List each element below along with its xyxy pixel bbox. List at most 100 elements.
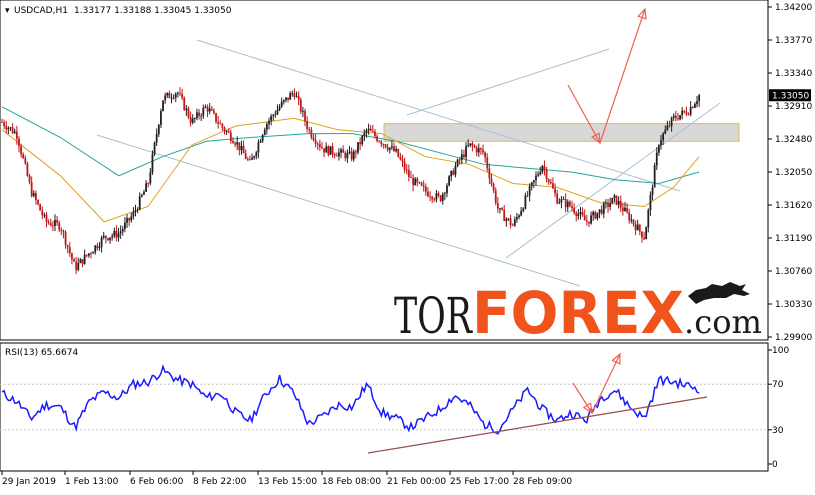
candle-body — [276, 109, 279, 115]
candle-body — [151, 154, 154, 173]
watermark-tor: TOR — [394, 287, 473, 345]
candle-body — [329, 146, 332, 155]
candle-body — [588, 221, 590, 224]
candle-body — [200, 115, 203, 117]
candle-body — [278, 106, 281, 110]
candle-body — [685, 111, 688, 115]
rsi-forecast-up-arrow-head — [611, 352, 621, 365]
candle-body — [369, 128, 372, 131]
candle-body — [469, 143, 472, 146]
candle-body — [437, 193, 440, 196]
candle-body — [295, 96, 298, 98]
candle-body — [39, 204, 42, 211]
candle-body — [280, 101, 283, 107]
time-tick-label: 29 Jan 2019 — [2, 477, 56, 487]
candle-body — [558, 202, 561, 204]
price-tick-label: 1.29900 — [775, 333, 812, 343]
candle-body — [238, 142, 241, 151]
candle-body — [293, 93, 296, 97]
candle-body — [526, 195, 529, 197]
candle-body — [496, 202, 499, 209]
candle-body — [155, 134, 158, 143]
candle-body — [229, 132, 232, 141]
candle-body — [619, 200, 622, 208]
price-tick-label: 1.30760 — [775, 267, 812, 277]
price-panel: TOR FOREX .com ▾ USDCAD,H1 1.33177 1.331… — [0, 0, 769, 347]
candle-body — [378, 140, 381, 142]
candle-body — [47, 222, 50, 224]
resistance-zone — [383, 123, 740, 142]
candle-body — [215, 113, 217, 122]
candle-body — [384, 144, 387, 148]
candle-body — [471, 143, 474, 147]
candle-body — [666, 125, 669, 130]
candle-body — [147, 183, 150, 185]
candle-body — [420, 182, 423, 186]
candle-body — [532, 180, 535, 183]
candle-body — [528, 186, 531, 196]
candle-body — [609, 203, 612, 207]
candle-body — [246, 158, 249, 160]
candle-body — [401, 159, 404, 162]
candle-body — [157, 124, 160, 135]
candle-body — [185, 108, 188, 111]
candle-body — [304, 111, 306, 122]
candle-body — [346, 152, 349, 159]
candle-body — [509, 218, 512, 226]
candle-body — [628, 212, 631, 221]
candle-body — [56, 219, 58, 223]
candle-body — [270, 116, 273, 121]
candle-body — [3, 122, 6, 127]
candle-body — [272, 115, 275, 117]
candle-body — [193, 118, 196, 119]
candle-body — [560, 199, 563, 203]
candle-body — [530, 182, 533, 187]
forecast-arrows-price — [567, 7, 647, 145]
candle-body — [340, 149, 342, 153]
candle-body — [486, 157, 489, 169]
candle-body — [660, 140, 662, 146]
candle-body — [168, 92, 171, 99]
candle-body — [198, 112, 200, 116]
price-tick-label: 1.32480 — [775, 135, 812, 145]
candle-body — [598, 209, 601, 213]
candle-body — [537, 174, 540, 176]
candle-body — [331, 146, 334, 154]
candle-body — [128, 218, 131, 221]
candle-body — [333, 153, 336, 156]
candle-body — [541, 166, 544, 173]
candle-body — [130, 216, 133, 221]
candle-body — [376, 136, 378, 141]
candle-body — [350, 151, 353, 160]
candle-body — [75, 261, 78, 270]
candle-body — [225, 131, 228, 133]
candle-body — [367, 128, 370, 131]
candle-body — [181, 93, 184, 98]
candle-body — [223, 127, 226, 132]
candle-body — [172, 97, 175, 99]
candle-body — [393, 146, 395, 152]
candle-body — [308, 128, 311, 130]
candle-body — [321, 146, 323, 149]
candle-body — [583, 215, 586, 221]
candle-body — [371, 130, 374, 132]
candle-body — [664, 129, 667, 134]
candle-body — [289, 93, 292, 100]
price-tick-label: 1.32050 — [775, 168, 812, 178]
price-tick-label: 1.30330 — [775, 300, 812, 310]
candle-body — [79, 259, 82, 264]
candle-body — [374, 131, 376, 137]
time-tick-label: 13 Feb 15:00 — [258, 477, 317, 487]
candle-body — [160, 111, 162, 125]
candle-body — [301, 111, 304, 112]
candle-body — [507, 218, 510, 220]
candle-body — [562, 198, 565, 200]
candle-body — [41, 210, 44, 216]
candle-body — [143, 191, 145, 195]
candle-body — [335, 155, 338, 157]
candle-body — [102, 235, 105, 238]
price-panel-frame — [0, 0, 769, 341]
candle-body — [503, 209, 506, 221]
candle-body — [77, 263, 80, 270]
